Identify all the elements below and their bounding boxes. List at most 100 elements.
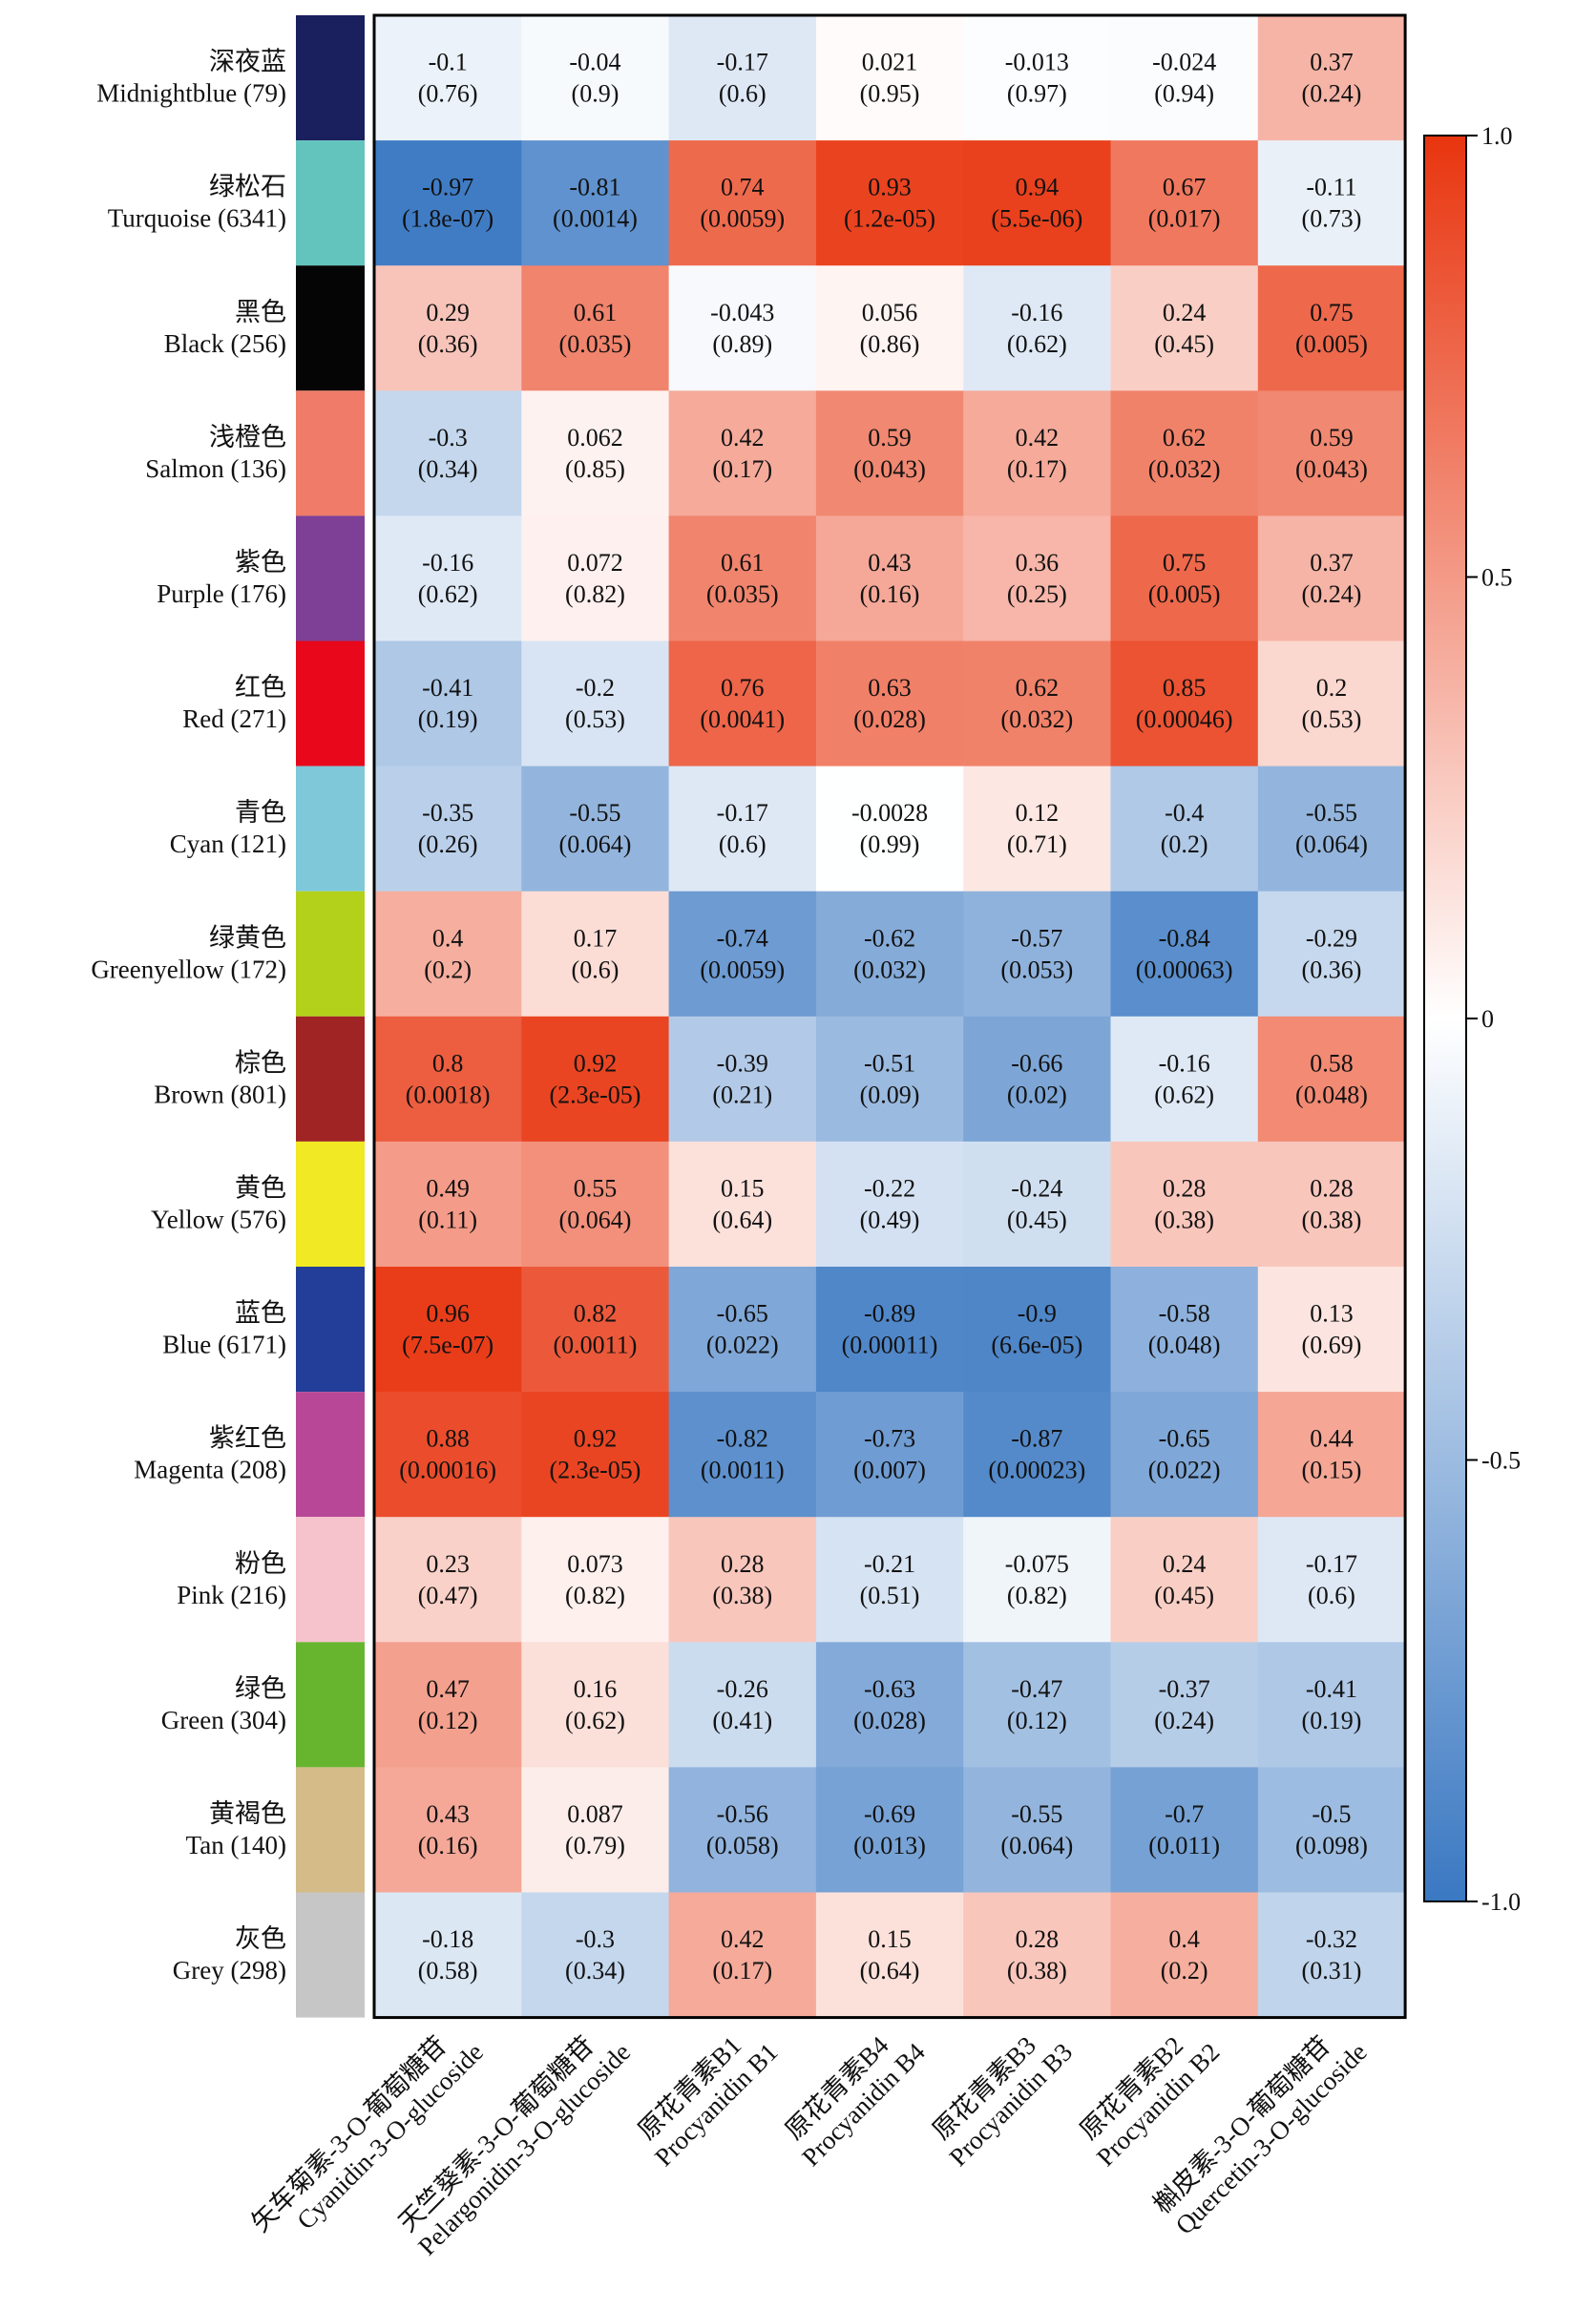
heatmap-cell [815, 766, 964, 892]
cell-pvalue: (0.82) [1007, 1582, 1067, 1609]
heatmap-cell [668, 515, 817, 642]
cell-correlation: 0.15 [721, 1174, 765, 1202]
heatmap-cell [521, 1016, 670, 1143]
cell-pvalue: (0.005) [1148, 580, 1221, 608]
heatmap-cell [1257, 1141, 1406, 1268]
cell-pvalue: (7.5e-07) [402, 1332, 494, 1359]
heatmap-cell [521, 390, 670, 516]
cell-pvalue: (0.97) [1007, 80, 1067, 108]
heatmap-cell [521, 766, 670, 892]
cell-pvalue: (0.24) [1302, 580, 1362, 608]
row-label-en: Cyan (121) [170, 830, 286, 858]
cell-pvalue: (0.82) [565, 580, 625, 608]
cell-correlation: 0.92 [574, 1049, 618, 1077]
cell-correlation: 0.44 [1310, 1425, 1354, 1453]
heatmap-cell [1110, 140, 1259, 266]
cell-correlation: -0.17 [717, 49, 768, 76]
heatmap-cell [668, 140, 817, 266]
cell-correlation: -0.17 [717, 799, 768, 827]
heatmap-cell [815, 1642, 964, 1768]
cell-pvalue: (0.0041) [700, 705, 785, 733]
cell-pvalue: (0.022) [1148, 1457, 1221, 1484]
cell-pvalue: (0.79) [565, 1832, 625, 1859]
heatmap-cell [1257, 1892, 1406, 2019]
heatmap-cell [963, 1642, 1112, 1768]
cell-pvalue: (0.011) [1148, 1832, 1220, 1859]
cell-pvalue: (0.85) [565, 455, 625, 483]
row-label-cn: 绿松石 [209, 173, 286, 201]
cell-pvalue: (0.007) [853, 1457, 926, 1484]
cell-correlation: 0.92 [574, 1425, 618, 1453]
heatmap-cell [1110, 1016, 1259, 1143]
cell-pvalue: (1.2e-05) [844, 205, 935, 233]
cell-pvalue: (0.09) [860, 1081, 920, 1108]
row-label-cn: 棕色 [235, 1048, 286, 1077]
cell-correlation: 0.61 [721, 549, 765, 577]
cell-correlation: -0.32 [1306, 1925, 1357, 1953]
cell-pvalue: (0.64) [712, 1206, 772, 1233]
row-label-cn: 红色 [235, 673, 286, 702]
cell-pvalue: (0.49) [860, 1206, 920, 1233]
cell-pvalue: (0.62) [565, 1707, 625, 1734]
cell-pvalue: (0.053) [1000, 956, 1073, 983]
row-label-cn: 深夜蓝 [209, 48, 286, 76]
heatmap-cell [374, 1392, 522, 1518]
cell-correlation: 0.42 [721, 1925, 765, 1953]
cell-correlation: 0.47 [426, 1675, 470, 1703]
heatmap-cell [521, 1892, 670, 2019]
cell-pvalue: (0.032) [1000, 705, 1073, 733]
heatmap-cell [521, 891, 670, 1018]
row-swatch [296, 1642, 365, 1768]
cell-correlation: -0.63 [864, 1675, 915, 1703]
heatmap-cell [963, 1141, 1112, 1268]
cell-correlation: -0.62 [864, 924, 915, 952]
heatmap-cell [668, 1767, 817, 1894]
heatmap-cell [668, 390, 817, 516]
heatmap-cell [668, 15, 817, 141]
row-label-cn: 粉色 [235, 1549, 286, 1578]
heatmap-cell [815, 1517, 964, 1643]
cell-pvalue: (0.38) [1007, 1957, 1067, 1984]
heatmap-cell [374, 891, 522, 1018]
cell-correlation: -0.69 [864, 1800, 915, 1828]
heatmap-cell [963, 1267, 1112, 1393]
cell-pvalue: (6.6e-05) [991, 1332, 1082, 1359]
cell-correlation: 0.28 [1016, 1925, 1060, 1953]
row-label-cn: 绿色 [235, 1674, 286, 1703]
heatmap-cell [668, 1016, 817, 1143]
heatmap-cell [1110, 1892, 1259, 2019]
row-label-en: Blue (6171) [162, 1331, 286, 1359]
row-label-en: Grey (298) [173, 1956, 286, 1984]
cell-correlation: 0.28 [1310, 1174, 1354, 1202]
cell-pvalue: (0.032) [1148, 455, 1221, 483]
cell-pvalue: (0.035) [559, 330, 632, 358]
heatmap-cell [668, 1141, 817, 1268]
cell-pvalue: (0.17) [712, 455, 772, 483]
cell-pvalue: (0.032) [853, 956, 926, 983]
cell-correlation: 0.4 [432, 924, 464, 952]
cell-correlation: 0.24 [1163, 299, 1207, 326]
cell-correlation: -0.013 [1005, 49, 1069, 76]
heatmap-cell [521, 640, 670, 767]
cell-pvalue: (1.8e-07) [402, 205, 494, 233]
heatmap-cell [374, 1267, 522, 1393]
row-label-en: Green (304) [161, 1706, 286, 1734]
cell-pvalue: (0.16) [860, 580, 920, 608]
heatmap-cell [374, 1141, 522, 1268]
cell-correlation: -0.7 [1165, 1800, 1204, 1828]
cell-pvalue: (0.41) [712, 1707, 772, 1734]
heatmap-cell [521, 1392, 670, 1518]
heatmap-cell [374, 265, 522, 391]
cell-correlation: -0.043 [710, 299, 774, 326]
cell-correlation: 0.072 [567, 549, 623, 577]
row-swatch [296, 1767, 365, 1893]
cell-correlation: 0.85 [1163, 674, 1207, 702]
cell-correlation: -0.41 [422, 674, 473, 702]
cell-correlation: 0.59 [1310, 424, 1354, 452]
cell-pvalue: (0.26) [418, 830, 478, 858]
cell-correlation: -0.55 [1011, 1800, 1062, 1828]
cell-correlation: 0.24 [1163, 1550, 1207, 1578]
cell-correlation: 0.43 [868, 549, 912, 577]
heatmap-cell [1257, 1267, 1406, 1393]
